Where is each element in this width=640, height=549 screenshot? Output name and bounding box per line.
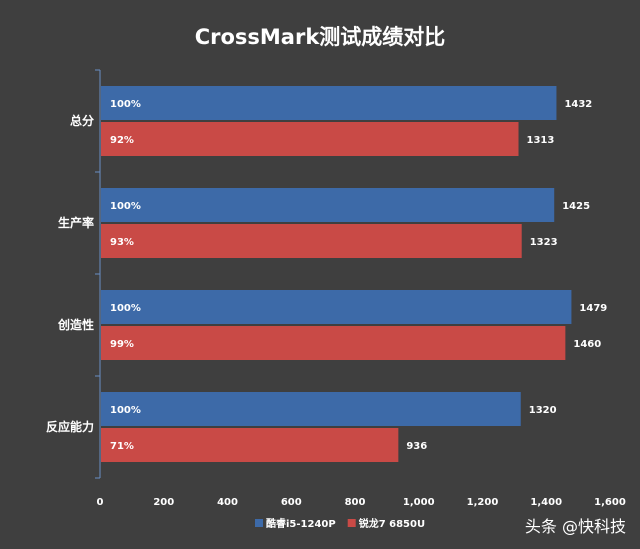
x-tick-label: 800	[345, 497, 366, 508]
percent-label: 99%	[110, 339, 134, 350]
data-label: 1479	[579, 303, 607, 314]
category-label: 生产率	[58, 215, 94, 230]
bar	[101, 326, 566, 360]
bar	[101, 428, 399, 462]
bar	[101, 392, 521, 426]
bar	[101, 86, 557, 120]
percent-label: 100%	[110, 405, 141, 416]
x-tick-label: 200	[153, 497, 174, 508]
x-tick-label: 0	[97, 497, 104, 508]
legend: 酷睿i5-1240P 锐龙7 6850U	[255, 517, 425, 530]
percent-label: 100%	[110, 201, 141, 212]
category-label: 总分	[70, 113, 94, 128]
legend-swatch	[255, 519, 263, 527]
legend-label: 酷睿i5-1240P	[266, 517, 336, 530]
data-label: 1460	[573, 339, 601, 350]
data-label: 1323	[530, 237, 558, 248]
category-label: 反应能力	[46, 419, 94, 434]
x-tick-label: 400	[217, 497, 238, 508]
chart-title: CrossMark测试成绩对比	[195, 25, 446, 49]
data-label: 1425	[562, 201, 590, 212]
x-tick-label: 1,600	[594, 497, 626, 508]
bar	[101, 188, 555, 222]
legend-label: 锐龙7 6850U	[359, 517, 425, 530]
bars-group: 100% 1432 92% 1313 100% 1425 93% 1323 100% 1479 99…	[101, 86, 607, 462]
legend-swatch	[347, 519, 356, 527]
bar	[101, 290, 572, 324]
bar	[101, 224, 522, 258]
x-tick-label: 600	[281, 497, 302, 508]
data-label: 936	[406, 441, 427, 452]
data-label: 1320	[529, 405, 557, 416]
watermark-text: 头条 @快科技	[525, 517, 626, 536]
percent-label: 100%	[110, 303, 141, 314]
percent-label: 100%	[110, 99, 141, 110]
x-tick-label: 1,200	[467, 497, 499, 508]
data-label: 1313	[527, 135, 555, 146]
percent-label: 93%	[110, 237, 134, 248]
percent-label: 71%	[110, 441, 134, 452]
percent-label: 92%	[110, 135, 134, 146]
bar	[101, 122, 519, 156]
data-label: 1432	[564, 99, 592, 110]
category-label: 创造性	[57, 317, 94, 332]
x-tick-label: 1,400	[530, 497, 562, 508]
x-tick-label: 1,000	[403, 497, 435, 508]
